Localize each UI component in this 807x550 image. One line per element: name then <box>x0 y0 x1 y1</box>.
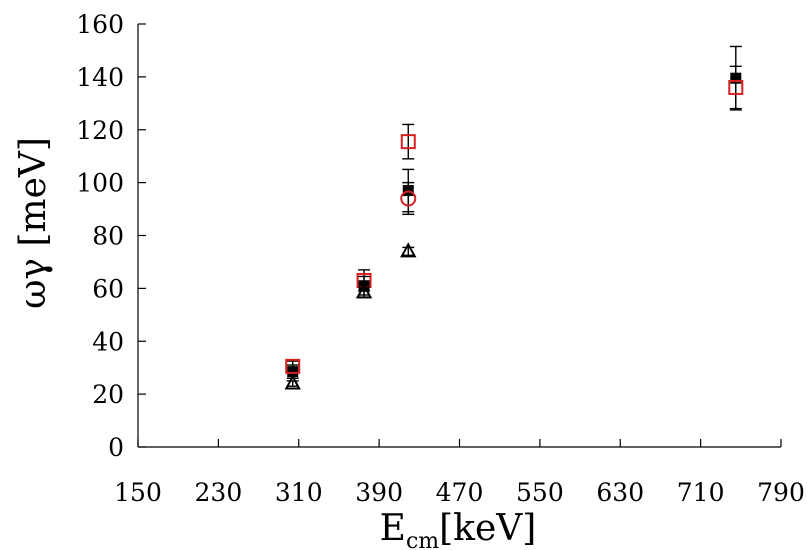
y-tick-label: 140 <box>76 63 124 92</box>
data-point-open-triangle <box>355 283 373 299</box>
x-tick-label: 550 <box>516 478 564 507</box>
y-axis: 0 20 40 60 80 100 120 140 160 <box>76 10 146 462</box>
y-tick-label: 20 <box>92 380 124 409</box>
marker-open-triangle <box>400 242 417 258</box>
data-point-open-triangle <box>400 242 417 258</box>
y-tick-label: 60 <box>92 274 124 303</box>
y-tick-label: 0 <box>108 433 124 462</box>
x-tick-label: 630 <box>596 478 644 507</box>
marker-open-triangle <box>355 283 373 299</box>
x-tick-label: 230 <box>195 478 243 507</box>
data-point-open-square <box>400 123 416 160</box>
y-tick-label: 80 <box>92 222 124 251</box>
data-point-open-square <box>728 65 744 110</box>
x-tick-label: 790 <box>757 478 805 507</box>
marker-open-square <box>285 358 301 374</box>
marker-open-circle <box>400 190 417 207</box>
y-tick-label: 100 <box>76 169 124 198</box>
y-tick-label: 120 <box>76 116 124 145</box>
data-point-open-circle <box>400 181 417 216</box>
x-axis-title: Ecm[keV] <box>380 508 537 550</box>
x-tick-label: 470 <box>436 478 484 507</box>
data-point-open-triangle <box>284 374 301 390</box>
x-tick-label: 710 <box>677 478 725 507</box>
x-tick-label: 150 <box>114 478 162 507</box>
plot-area <box>137 24 781 448</box>
data-point-open-square <box>285 358 301 374</box>
x-tick-label: 390 <box>355 478 403 507</box>
y-tick-label: 40 <box>92 327 124 356</box>
data-markers <box>284 45 744 390</box>
x-tick-label: 310 <box>275 478 323 507</box>
x-axis: 150 230 310 390 470 550 630 710 790 <box>114 439 805 507</box>
marker-open-square <box>728 79 744 95</box>
marker-open-triangle <box>284 374 301 390</box>
marker-open-square <box>400 134 416 150</box>
y-tick-label: 160 <box>76 10 124 39</box>
y-axis-title: ωγ [meV] <box>13 137 54 309</box>
